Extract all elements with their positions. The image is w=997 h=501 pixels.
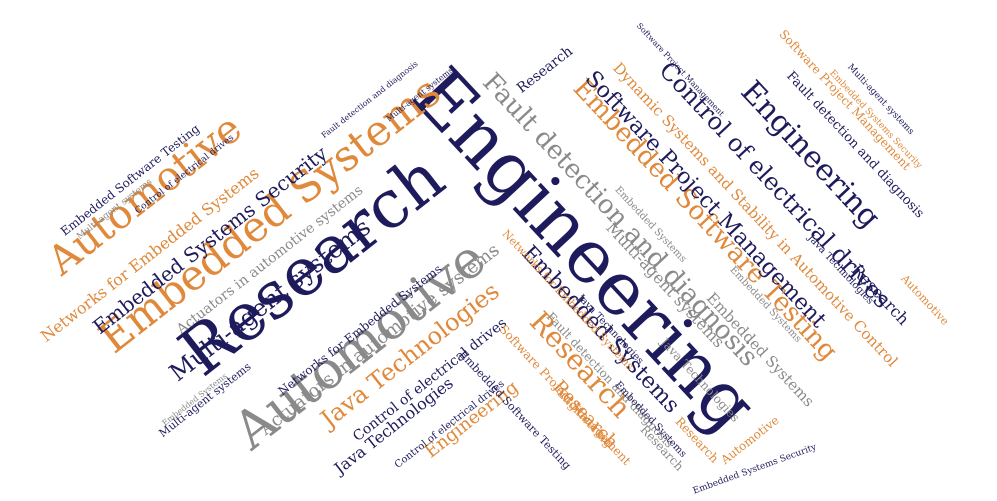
cloud-word: Research xyxy=(513,43,577,97)
cloud-word: Embedded Systems xyxy=(160,371,229,428)
